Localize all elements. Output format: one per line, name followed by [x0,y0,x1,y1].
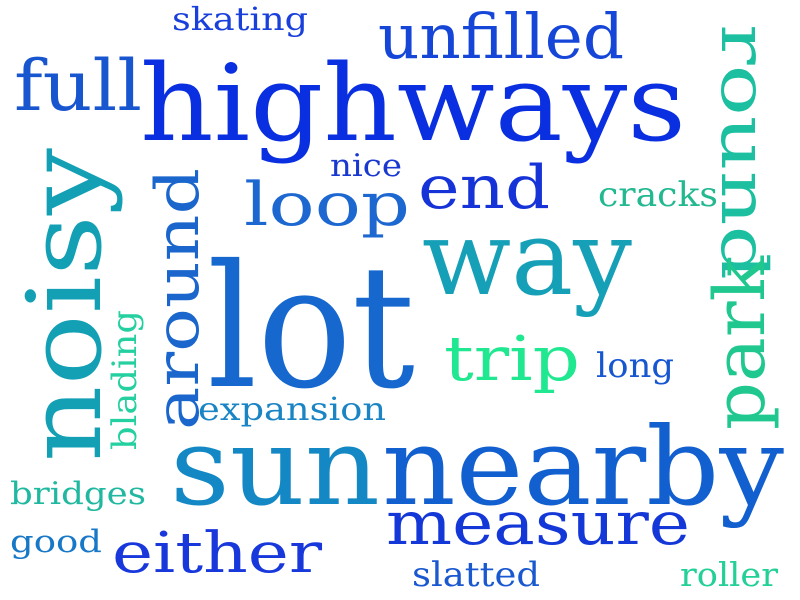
word-noisy: noisy [6,148,125,462]
word-unfilled: unfilled [378,0,624,73]
word-lot: lot [207,229,415,427]
word-expansion: expansion [198,390,386,428]
word-skating: skating [172,0,308,38]
word-nearby: nearby [382,405,784,530]
word-good: good [10,524,102,560]
word-either: either [112,521,322,586]
word-bridges: bridges [10,476,146,512]
word-cracks: cracks [598,175,718,215]
word-sun: sun [170,405,380,530]
word-way: way [422,197,632,319]
word-around: around [143,168,213,430]
word-roller: roller [680,555,778,594]
word-trip: trip [444,322,580,395]
word-measure: measure [386,489,690,559]
word-slatted: slatted [412,555,540,595]
word-park: park [699,255,781,430]
word-round: round [706,24,780,280]
word-blading: blading [105,310,145,450]
word-end: end [418,153,550,223]
word-long: long [596,346,674,386]
word-full: full [14,45,142,127]
word-nice: nice [330,148,402,184]
word-loop: loop [244,170,410,240]
word-highways: highways [140,42,686,165]
